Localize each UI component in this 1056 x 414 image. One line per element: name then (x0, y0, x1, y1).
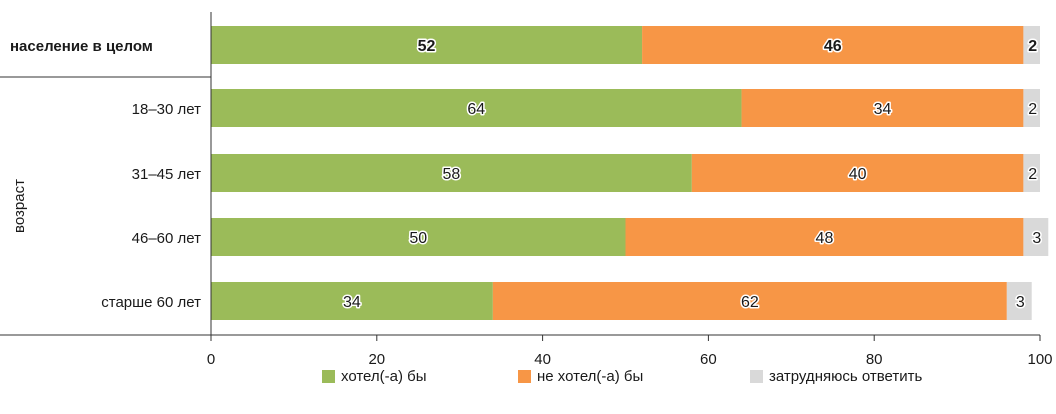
bar-5-series-3 (1006, 282, 1032, 320)
data-label-1-series-1: 52 (418, 38, 436, 55)
bar-2-series-3 (1023, 89, 1040, 127)
data-label-1-series-2: 46 (824, 38, 842, 55)
bar-4-series-2 (625, 218, 1024, 256)
data-label-3-series-2: 40 (849, 166, 867, 183)
x-tick-label-20: 20 (368, 351, 385, 368)
data-label-3-series-3: 2 (1028, 166, 1037, 183)
legend-label-no: не хотел(-а) бы (537, 368, 644, 385)
bar-2-series-2 (741, 89, 1024, 127)
legend-item-yes: хотел(-а) бы (322, 368, 427, 385)
x-tick-label-40: 40 (534, 351, 551, 368)
data-label-5-series-3: 3 (1016, 294, 1025, 311)
data-label-2-series-2: 34 (874, 101, 892, 118)
legend-swatch-no (518, 370, 531, 383)
category-label-5: старше 60 лет (101, 294, 201, 311)
bar-5-series-2 (492, 282, 1007, 320)
bar-3-series-1 (211, 154, 692, 192)
category-label-3: 31–45 лет (132, 166, 201, 183)
legend-item-no: не хотел(-а) бы (518, 368, 643, 385)
data-label-5-series-2: 62 (741, 294, 759, 311)
bar-2-series-1 (211, 89, 742, 127)
bar-1-series-1 (211, 26, 643, 64)
bar-3-series-2 (691, 154, 1024, 192)
category-label-2: 18–30 лет (132, 101, 201, 118)
bar-1-series-2 (642, 26, 1024, 64)
category-label-4: 46–60 лет (132, 230, 201, 247)
bar-1-series-3 (1023, 26, 1040, 64)
bar-5-series-1 (211, 282, 493, 320)
category-label-1: население в целом (10, 38, 153, 55)
data-label-2-series-3: 2 (1028, 101, 1037, 118)
legend-label-yes: хотел(-а) бы (341, 368, 427, 385)
x-tick-label-60: 60 (700, 351, 717, 368)
data-label-2-series-1: 64 (467, 101, 485, 118)
bar-4-series-1 (211, 218, 626, 256)
data-label-5-series-1: 34 (343, 294, 361, 311)
data-label-4-series-1: 50 (409, 230, 427, 247)
bar-3-series-3 (1023, 154, 1040, 192)
legend-item-unsure: затрудняюсь ответить (750, 368, 922, 385)
legend-swatch-unsure (750, 370, 763, 383)
x-tick-label-0: 0 (207, 351, 215, 368)
legend-label-unsure: затрудняюсь ответить (769, 368, 923, 385)
legend-swatch-yes (322, 370, 335, 383)
x-tick-label-80: 80 (866, 351, 883, 368)
data-label-3-series-1: 58 (443, 166, 461, 183)
legend: хотел(-а) бы не хотел(-а) бы затрудняюсь… (0, 368, 1056, 392)
x-tick-label-100: 100 (1027, 351, 1052, 368)
data-label-1-series-3: 2 (1028, 38, 1037, 55)
bar-4-series-3 (1023, 218, 1049, 256)
group-label-age: возраст (11, 179, 28, 233)
data-label-4-series-2: 48 (816, 230, 834, 247)
data-label-4-series-3: 3 (1032, 230, 1041, 247)
